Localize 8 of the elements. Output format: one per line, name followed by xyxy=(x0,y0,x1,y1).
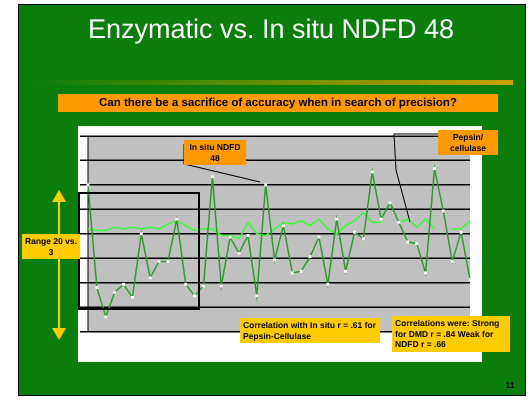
text: In situ NDFD 48 xyxy=(184,140,246,166)
chart-title: Enzymatic vs. In situ NDFD 48 xyxy=(86,14,456,45)
annotation: Correlations were: Strong for DMD r = .84 Weak for NDFD r = .66 xyxy=(392,316,510,352)
text: Range 20 vs. 3 xyxy=(22,234,80,260)
text: Pepsin/ cellulase xyxy=(438,130,498,156)
chart-subtitle: Can there be a sacrifice of accuracy when in search of precision? xyxy=(58,94,498,112)
annotation: Correlation with In situ r = .61 for Pepsin-Cellulase xyxy=(240,318,380,344)
text: 11 xyxy=(504,379,516,392)
